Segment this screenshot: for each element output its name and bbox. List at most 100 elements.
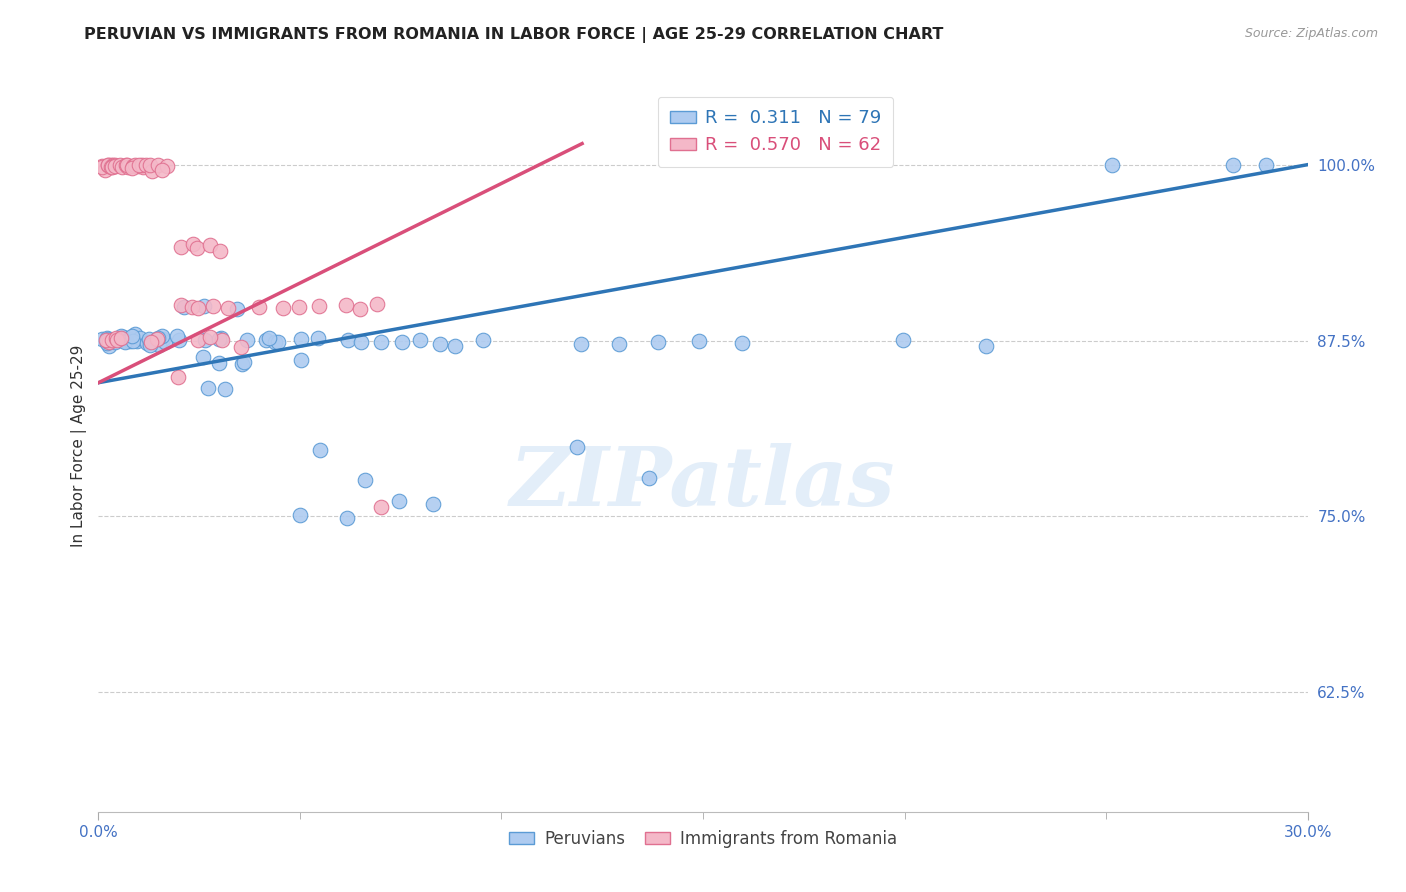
- Point: [370, 500, 392, 515]
- Point: [170, 298, 193, 312]
- Point: [114, 335, 136, 350]
- Point: [105, 333, 128, 347]
- Point: [211, 333, 233, 347]
- Point: [100, 161, 122, 175]
- Point: [1222, 158, 1244, 172]
- Point: [96, 333, 118, 347]
- Point: [101, 333, 124, 347]
- Point: [288, 300, 311, 314]
- Point: [231, 357, 253, 371]
- Point: [409, 333, 432, 347]
- Point: [181, 237, 204, 252]
- Point: [98, 338, 121, 352]
- Point: [141, 164, 163, 178]
- Y-axis label: In Labor Force | Age 25-29: In Labor Force | Age 25-29: [72, 345, 87, 547]
- Point: [201, 299, 224, 313]
- Point: [186, 241, 208, 255]
- Point: [135, 158, 157, 172]
- Point: [233, 355, 256, 369]
- Point: [103, 335, 125, 350]
- Point: [121, 328, 143, 343]
- Point: [117, 160, 139, 174]
- Point: [257, 331, 280, 345]
- Point: [191, 350, 214, 364]
- Point: [1101, 158, 1123, 172]
- Point: [273, 301, 295, 315]
- Point: [156, 159, 179, 173]
- Point: [118, 332, 141, 346]
- Text: Source: ZipAtlas.com: Source: ZipAtlas.com: [1244, 27, 1378, 40]
- Point: [254, 334, 277, 348]
- Point: [290, 353, 312, 368]
- Point: [111, 330, 134, 344]
- Point: [731, 335, 754, 350]
- Point: [146, 331, 169, 345]
- Point: [146, 332, 169, 346]
- Point: [370, 334, 392, 349]
- Point: [263, 334, 285, 349]
- Point: [150, 163, 173, 178]
- Point: [349, 301, 371, 316]
- Point: [125, 334, 148, 348]
- Point: [235, 333, 257, 347]
- Point: [110, 329, 132, 343]
- Legend: Peruvians, Immigrants from Romania: Peruvians, Immigrants from Romania: [502, 823, 904, 855]
- Point: [198, 330, 221, 344]
- Point: [108, 332, 131, 346]
- Point: [104, 331, 127, 345]
- Point: [336, 333, 359, 347]
- Point: [138, 334, 160, 349]
- Point: [97, 158, 120, 172]
- Point: [104, 159, 127, 173]
- Point: [647, 334, 669, 349]
- Point: [187, 334, 209, 348]
- Point: [1256, 158, 1278, 172]
- Point: [124, 327, 146, 342]
- Point: [354, 473, 377, 487]
- Point: [444, 339, 467, 353]
- Point: [388, 494, 411, 508]
- Point: [115, 158, 138, 172]
- Point: [567, 440, 589, 454]
- Point: [173, 300, 195, 314]
- Point: [131, 160, 153, 174]
- Point: [167, 333, 190, 347]
- Point: [350, 335, 373, 350]
- Point: [308, 299, 330, 313]
- Point: [136, 335, 159, 350]
- Point: [96, 336, 118, 351]
- Point: [197, 381, 219, 395]
- Point: [208, 244, 231, 258]
- Point: [128, 158, 150, 172]
- Point: [138, 158, 160, 172]
- Point: [124, 158, 146, 172]
- Point: [100, 334, 122, 348]
- Point: [150, 329, 173, 343]
- Point: [139, 334, 162, 349]
- Point: [110, 331, 132, 345]
- Point: [336, 511, 359, 525]
- Point: [207, 356, 229, 370]
- Point: [193, 299, 215, 313]
- Point: [114, 334, 136, 348]
- Point: [103, 159, 125, 173]
- Point: [391, 334, 413, 349]
- Point: [96, 334, 118, 349]
- Point: [138, 333, 160, 347]
- Point: [91, 332, 114, 346]
- Point: [290, 333, 312, 347]
- Point: [166, 328, 188, 343]
- Point: [208, 332, 231, 346]
- Point: [247, 301, 270, 315]
- Point: [111, 160, 134, 174]
- Point: [94, 163, 117, 178]
- Point: [91, 159, 114, 173]
- Point: [181, 300, 204, 314]
- Point: [152, 332, 174, 346]
- Point: [118, 334, 141, 348]
- Point: [688, 334, 710, 349]
- Point: [127, 159, 149, 173]
- Point: [148, 337, 170, 351]
- Point: [131, 158, 153, 172]
- Point: [893, 334, 915, 348]
